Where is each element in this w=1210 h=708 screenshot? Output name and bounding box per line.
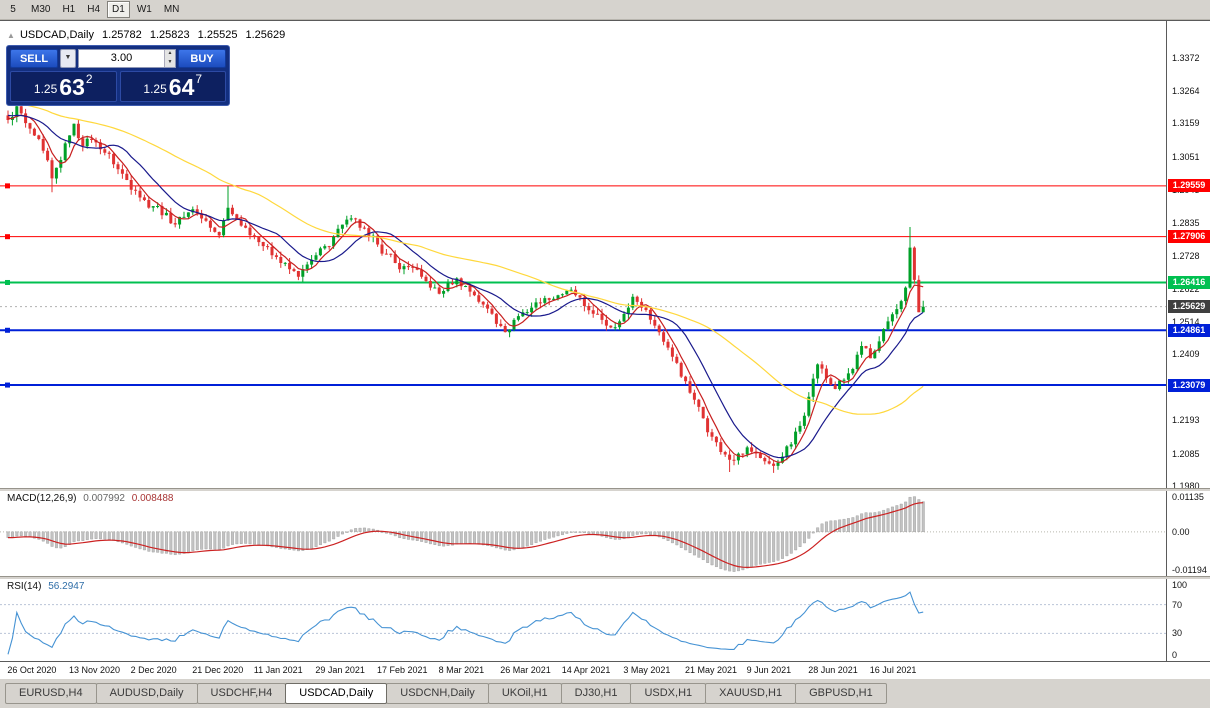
rsi-axis-label: 70 [1172,599,1183,610]
macd-name: MACD(12,26,9) [7,493,77,504]
sell-price-display[interactable]: 1.25 63 2 [10,71,117,102]
timeframe-button-h1[interactable]: H1 [62,4,76,15]
date-tick-label: 21 May 2021 [685,665,738,675]
date-tick-label: 2 Dec 2020 [130,665,177,675]
timeframe-button-d1[interactable]: D1 [107,1,130,18]
ohlc-high: 1.25823 [149,29,190,41]
buy-price-frac: 7 [195,72,203,86]
level-price-badge: 1.27906 [1168,230,1210,244]
ohlc-open: 1.25782 [102,29,142,41]
price-tick-label: 1.2085 [1172,448,1200,459]
chart-tab-ukoil-h1[interactable]: UKOil,H1 [487,683,562,704]
volume-spin-down-icon[interactable]: ▼ [165,58,175,67]
rsi-label: RSI(14) 56.2947 [7,581,88,592]
rsi-value: 56.2947 [48,581,85,592]
panel-splitter[interactable] [0,576,1210,579]
panel-splitter[interactable] [0,488,1210,491]
chart-tab-usdchf-h4[interactable]: USDCHF,H4 [196,683,287,704]
timeframe-button-m5[interactable]: 5 [10,4,16,15]
date-tick-label: 17 Feb 2021 [377,665,428,675]
sell-button[interactable]: SELL [10,49,58,68]
date-tick-label: 28 Jun 2021 [808,665,858,675]
volume-spin-up-icon[interactable]: ▲ [165,50,175,59]
chart-tab-gbpusd-h1[interactable]: GBPUSD,H1 [795,683,887,704]
chart-tab-usdx-h1[interactable]: USDX,H1 [630,683,707,704]
ohlc-close: 1.25629 [245,29,286,41]
sell-price-frac: 2 [85,72,93,86]
candlestick-chart[interactable] [0,22,1166,488]
price-tick-label: 1.2728 [1172,250,1200,261]
date-tick-label: 13 Nov 2020 [69,665,121,675]
timeframe-button-h4[interactable]: H4 [87,4,101,15]
macd-label: MACD(12,26,9) 0.007992 0.008488 [7,493,177,504]
level-price-badge: 1.24861 [1168,323,1210,337]
one-click-trading-panel: SELL ▼ 3.00 ▲ ▼ BUY 1.25 63 2 1.25 64 7 [6,45,230,106]
macd-signal-value: 0.008488 [131,493,174,504]
price-tick-label: 1.3051 [1172,151,1200,162]
date-axis[interactable]: 26 Oct 2020 13 Nov 2020 2 Dec 2020 21 Dec 2… [0,661,1210,679]
price-tick-label: 1.2835 [1172,218,1200,229]
date-tick-label: 16 Jul 2021 [869,665,917,675]
date-tick-label: 3 May 2021 [623,665,671,675]
price-tick-label: 1.2409 [1172,348,1200,359]
chart-tab-usdcnh-daily[interactable]: USDCNH,Daily [386,683,489,704]
rsi-axis-label: 30 [1172,628,1183,639]
collapse-chart-icon[interactable]: ▲ [7,31,15,40]
current-price-badge: 1.25629 [1168,300,1210,314]
timeframe-toolbar: 5 M30 H1 H4 D1 W1 MN [0,0,1210,20]
ohlc-low: 1.25525 [197,29,238,41]
macd-axis-label: 0.00 [1172,526,1190,537]
chart-symbol-label: USDCAD,Daily [19,29,94,41]
chart-window: ▲ USDCAD,Daily 1.25782 1.25823 1.25525 1… [0,20,1210,679]
buy-price-base: 1.25 [143,82,167,96]
macd-main-value: 0.007992 [83,493,125,504]
level-price-badge: 1.23079 [1168,378,1210,392]
level-price-badge: 1.26416 [1168,275,1210,289]
buy-price-pips: 64 [168,74,195,100]
chart-title: ▲ USDCAD,Daily 1.25782 1.25823 1.25525 1… [7,29,290,41]
price-tick-label: 1.3264 [1172,86,1200,97]
date-tick-label: 8 Mar 2021 [438,665,485,675]
date-tick-label: 26 Oct 2020 [7,665,57,675]
price-tick-label: 1.1980 [1172,480,1200,491]
date-tick-label: 9 Jun 2021 [746,665,792,675]
sell-price-pips: 63 [59,74,85,100]
date-tick-label: 14 Apr 2021 [561,665,611,675]
price-axis[interactable]: 1.33721.32641.31591.30511.29431.28351.27… [1166,21,1210,661]
date-tick-label: 21 Dec 2020 [192,665,244,675]
timeframe-button-w1[interactable]: W1 [136,4,152,15]
rsi-axis-label: 100 [1172,580,1188,590]
price-tick-label: 1.3372 [1172,52,1200,63]
volume-input[interactable]: 3.00 [110,52,133,64]
price-tick-label: 1.2514 [1172,316,1200,327]
chart-tab-audusd-daily[interactable]: AUDUSD,Daily [95,683,198,704]
volume-field: 3.00 ▲ ▼ [78,49,176,68]
rsi-indicator-chart[interactable] [0,579,1166,661]
volume-dropdown-button[interactable]: ▼ [60,49,76,68]
rsi-axis-label: 0 [1172,650,1178,660]
sell-price-base: 1.25 [33,82,58,96]
chart-tab-usdcad-daily[interactable]: USDCAD,Daily [285,683,388,704]
macd-indicator-chart[interactable] [0,491,1166,576]
buy-button[interactable]: BUY [178,49,226,68]
timeframe-button-mn[interactable]: MN [163,4,180,15]
date-tick-label: 26 Mar 2021 [500,665,551,675]
chart-tab-dj30-h1[interactable]: DJ30,H1 [560,683,632,704]
date-tick-label: 11 Jan 2021 [253,665,303,675]
level-price-badge: 1.29559 [1168,179,1210,193]
macd-axis-label: -0.01194 [1172,565,1207,575]
volume-spinner: ▲ ▼ [164,50,175,67]
buy-price-display[interactable]: 1.25 64 7 [119,71,226,102]
date-tick-label: 29 Jan 2021 [315,665,365,675]
chart-tab-xauusd-h1[interactable]: XAUUSD,H1 [705,683,797,704]
macd-axis-label: 0.01135 [1172,492,1204,502]
chart-tab-eurusd-h4[interactable]: EURUSD,H4 [5,683,97,704]
price-tick-label: 1.3159 [1172,118,1200,129]
chart-tab-bar: EURUSD,H4 AUDUSD,Daily USDCHF,H4 USDCAD,… [0,678,1210,708]
timeframe-button-m30[interactable]: M30 [31,4,51,15]
rsi-name: RSI(14) [7,581,42,592]
price-tick-label: 1.2193 [1172,415,1200,426]
